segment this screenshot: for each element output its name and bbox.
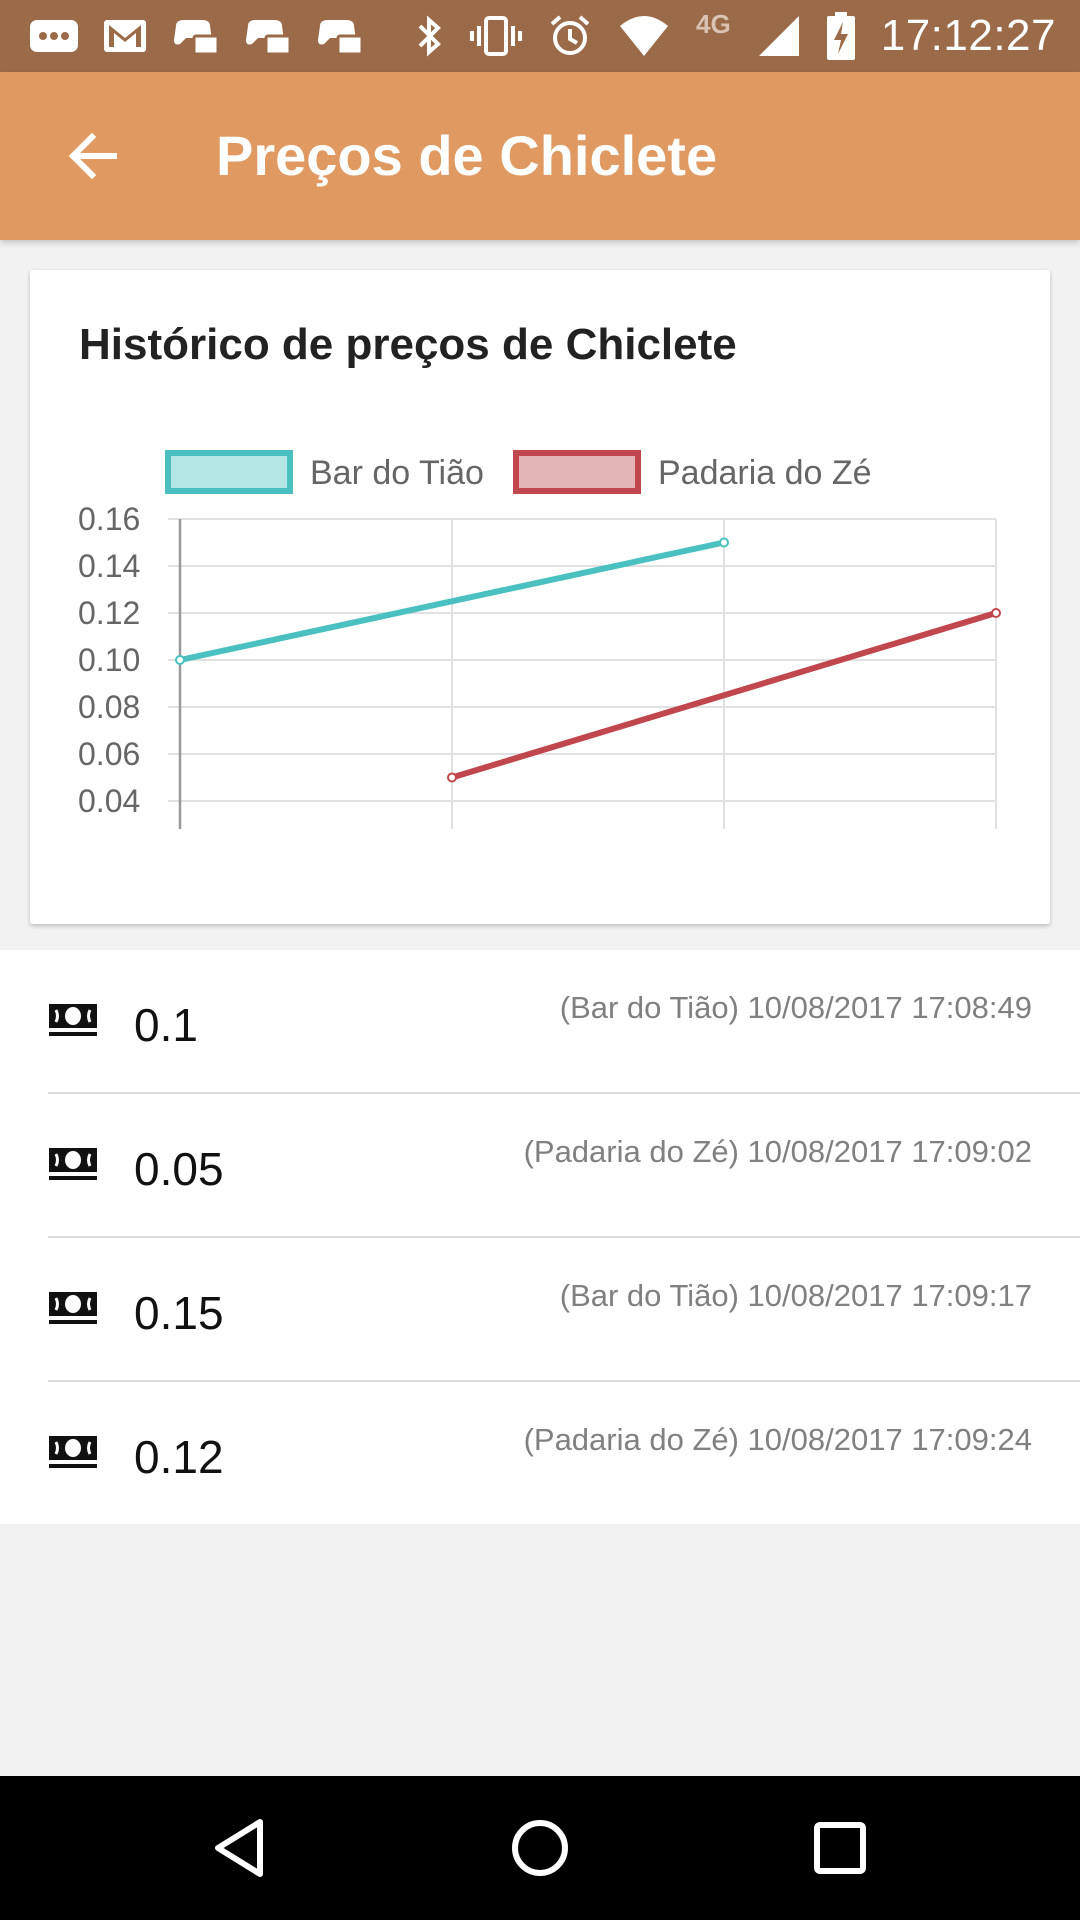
message-icon: [30, 20, 78, 52]
signal-icon: [758, 16, 799, 56]
system-icons: 4G 17:12:27: [416, 8, 1056, 62]
list-item[interactable]: 0.1 (Bar do Tião) 10/08/2017 17:08:49: [0, 950, 1080, 1094]
page-title: Preços de Chiclete: [216, 124, 718, 187]
cash-icon: [49, 1004, 97, 1036]
price-source-timestamp: (Padaria do Zé) 10/08/2017 17:09:24: [523, 1422, 1032, 1457]
price-value: 0.05: [134, 1143, 224, 1195]
price-source-timestamp: (Bar do Tião) 10/08/2017 17:08:49: [559, 990, 1032, 1025]
bluetooth-icon: [418, 15, 441, 57]
legend-swatch: [165, 450, 293, 494]
price-source-timestamp: (Bar do Tião) 10/08/2017 17:09:17: [559, 1278, 1032, 1313]
arrow-back-icon[interactable]: [62, 124, 126, 188]
divider: [48, 1236, 1080, 1238]
wifi-icon: [620, 16, 669, 56]
y-tick-label: 0.10: [78, 642, 140, 678]
cash-icon: [49, 1292, 97, 1324]
back-triangle-icon[interactable]: [204, 1812, 276, 1884]
legend-label: Padaria do Zé: [658, 454, 872, 492]
card-title: Histórico de preços de Chiclete: [79, 320, 737, 369]
clock: 17:12:27: [880, 11, 1056, 60]
vibrate-icon: [470, 16, 523, 56]
alarm-icon: [550, 15, 590, 55]
app-bar: Preços de Chiclete: [0, 72, 1080, 240]
y-tick-label: 0.14: [78, 548, 140, 584]
game-controller-icon: [318, 20, 364, 56]
price-value: 0.1: [134, 999, 198, 1051]
chart-legend: Bar do Tião Padaria do Zé: [165, 450, 872, 494]
recents-square-icon[interactable]: [804, 1812, 876, 1884]
status-bar: 4G 17:12:27: [0, 0, 1080, 72]
y-tick-label: 0.04: [78, 783, 140, 819]
game-controller-icon: [246, 20, 292, 56]
y-axis-ticks: 0.16 0.14 0.12 0.10 0.08 0.06 0.04: [78, 501, 140, 819]
cash-icon: [49, 1436, 97, 1468]
battery-charging-icon: [826, 12, 855, 60]
series-line: [449, 610, 999, 781]
divider: [48, 1380, 1080, 1382]
list-item[interactable]: 0.15 (Bar do Tião) 10/08/2017 17:09:17: [0, 1238, 1080, 1382]
data-point: [719, 537, 729, 548]
data-point: [991, 608, 1001, 618]
y-tick-label: 0.12: [78, 595, 140, 631]
series-line: [177, 539, 727, 663]
legend-swatch: [513, 450, 641, 494]
data-point: [175, 655, 185, 665]
data-point: [447, 772, 457, 783]
game-controller-icon: [174, 20, 220, 56]
legend-label: Bar do Tião: [310, 454, 484, 492]
list-item[interactable]: 0.05 (Padaria do Zé) 10/08/2017 17:09:02: [0, 1094, 1080, 1238]
y-tick-label: 0.06: [78, 736, 140, 772]
chart-grid: [168, 518, 997, 829]
price-value: 0.15: [134, 1287, 224, 1339]
notification-icons: [28, 14, 364, 58]
gmail-icon: [104, 20, 146, 52]
network-type: 4G: [696, 8, 731, 39]
price-list: 0.1 (Bar do Tião) 10/08/2017 17:08:49 0.…: [0, 950, 1080, 1524]
price-history-card: Histórico de preços de Chiclete 0.16 0.14…: [30, 270, 1050, 924]
price-history-chart: 0.16 0.14 0.12 0.10 0.08 0.06 0.04 Bar do Tião…: [78, 450, 1001, 829]
chart-series: [175, 537, 1001, 783]
navigation-bar: [0, 1776, 1080, 1920]
y-tick-label: 0.16: [78, 501, 140, 537]
cash-icon: [49, 1148, 97, 1180]
home-circle-icon[interactable]: [504, 1812, 576, 1884]
price-value: 0.12: [134, 1431, 224, 1483]
y-tick-label: 0.08: [78, 689, 140, 725]
list-item[interactable]: 0.12 (Padaria do Zé) 10/08/2017 17:09:24: [0, 1382, 1080, 1526]
divider: [48, 1092, 1080, 1094]
price-source-timestamp: (Padaria do Zé) 10/08/2017 17:09:02: [523, 1134, 1032, 1169]
